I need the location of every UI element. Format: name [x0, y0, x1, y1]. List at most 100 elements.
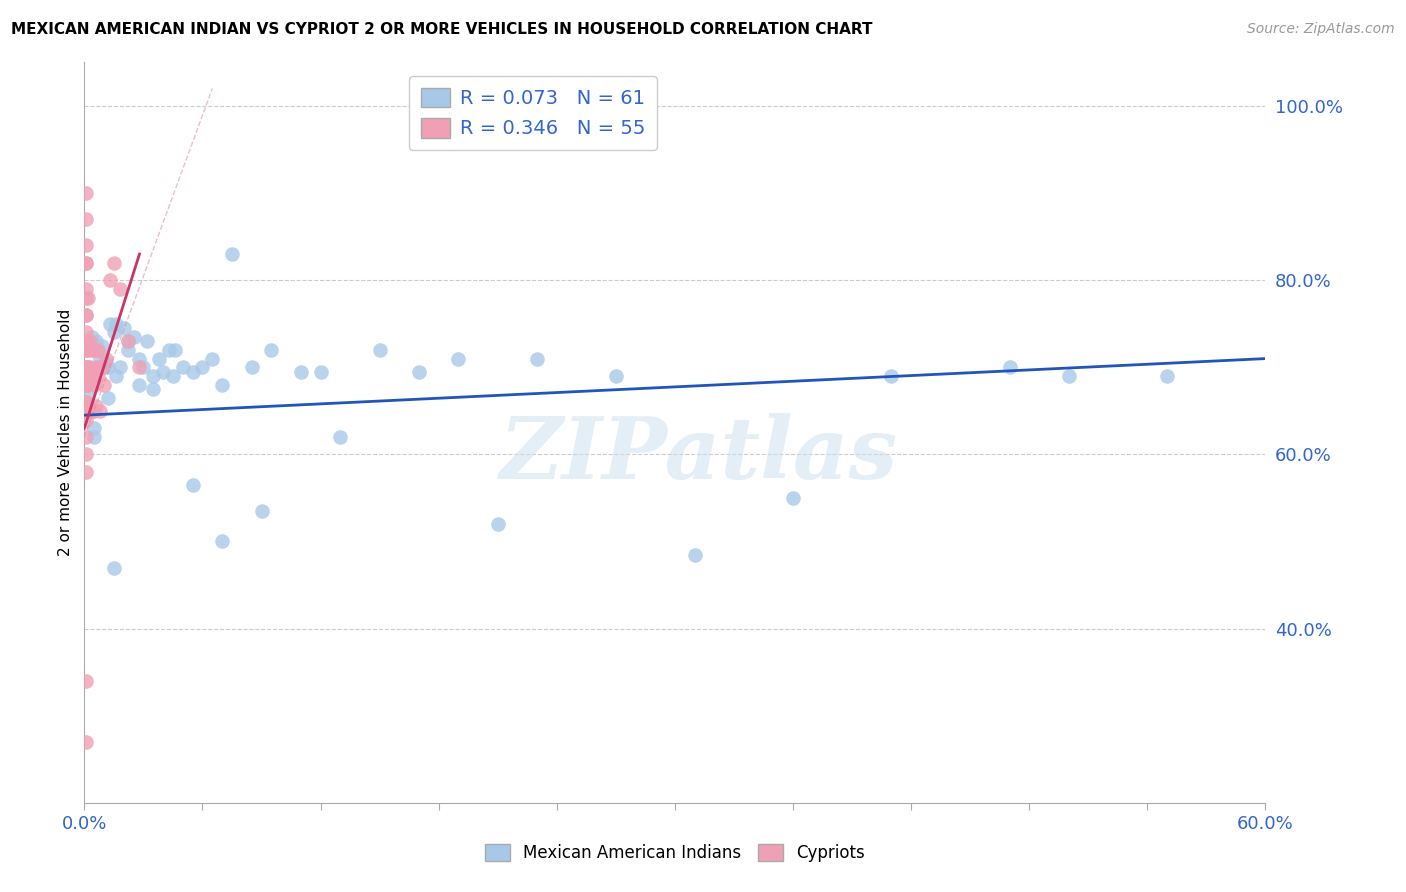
- Point: [75, 377, 97, 392]
- Point: [108, 282, 131, 296]
- Point: [128, 377, 150, 392]
- Point: [75, 447, 97, 461]
- Point: [75, 291, 97, 305]
- Point: [201, 351, 224, 366]
- Point: [75, 256, 97, 270]
- Point: [75, 430, 97, 444]
- Point: [98, 273, 121, 287]
- Point: [309, 365, 332, 379]
- Point: [75, 395, 97, 409]
- Point: [163, 343, 186, 357]
- Point: [98, 317, 121, 331]
- Point: [117, 343, 139, 357]
- Text: ZIPatlas: ZIPatlas: [499, 413, 897, 497]
- Point: [77, 404, 100, 418]
- Point: [77, 388, 100, 402]
- Point: [191, 360, 214, 375]
- Point: [117, 334, 139, 348]
- Point: [128, 360, 150, 375]
- Point: [486, 517, 509, 532]
- Point: [93, 377, 115, 392]
- Point: [152, 365, 174, 379]
- Point: [75, 186, 97, 200]
- Point: [181, 478, 204, 492]
- Point: [75, 282, 97, 296]
- Point: [83, 404, 105, 418]
- Point: [77, 343, 100, 357]
- Point: [91, 360, 114, 375]
- Legend: Mexican American Indians, Cypriots: Mexican American Indians, Cypriots: [478, 837, 872, 869]
- Point: [77, 291, 100, 305]
- Point: [84, 400, 107, 414]
- Point: [83, 421, 105, 435]
- Point: [103, 560, 125, 574]
- Point: [782, 491, 804, 505]
- Point: [84, 360, 107, 375]
- Point: [75, 735, 97, 749]
- Y-axis label: 2 or more Vehicles in Household: 2 or more Vehicles in Household: [58, 309, 73, 557]
- Point: [250, 504, 273, 518]
- Point: [880, 369, 903, 384]
- Point: [83, 343, 105, 357]
- Point: [75, 412, 97, 426]
- Point: [75, 395, 97, 409]
- Point: [157, 343, 180, 357]
- Point: [82, 330, 104, 344]
- Point: [998, 360, 1021, 375]
- Point: [447, 351, 470, 366]
- Point: [75, 308, 97, 322]
- Point: [132, 360, 155, 375]
- Point: [1057, 369, 1080, 384]
- Point: [122, 330, 145, 344]
- Point: [211, 377, 233, 392]
- Point: [181, 365, 204, 379]
- Point: [75, 404, 97, 418]
- Point: [75, 212, 97, 227]
- Point: [128, 351, 150, 366]
- Point: [77, 377, 100, 392]
- Point: [260, 343, 283, 357]
- Point: [75, 377, 97, 392]
- Text: MEXICAN AMERICAN INDIAN VS CYPRIOT 2 OR MORE VEHICLES IN HOUSEHOLD CORRELATION C: MEXICAN AMERICAN INDIAN VS CYPRIOT 2 OR …: [11, 22, 873, 37]
- Point: [148, 351, 170, 366]
- Point: [75, 465, 97, 479]
- Point: [290, 365, 312, 379]
- Point: [103, 326, 125, 340]
- Point: [142, 382, 165, 396]
- Point: [408, 365, 430, 379]
- Point: [75, 343, 97, 357]
- Point: [1156, 369, 1178, 384]
- Point: [89, 351, 111, 366]
- Point: [75, 334, 97, 348]
- Point: [91, 338, 114, 352]
- Point: [79, 360, 101, 375]
- Point: [104, 369, 127, 384]
- Point: [89, 404, 111, 418]
- Point: [75, 326, 97, 340]
- Point: [75, 308, 97, 322]
- Point: [79, 369, 101, 384]
- Point: [75, 343, 97, 357]
- Text: Source: ZipAtlas.com: Source: ZipAtlas.com: [1247, 22, 1395, 37]
- Point: [117, 334, 139, 348]
- Point: [94, 356, 117, 370]
- Point: [75, 360, 97, 375]
- Point: [75, 238, 97, 252]
- Point: [108, 360, 131, 375]
- Point: [329, 430, 352, 444]
- Point: [79, 334, 101, 348]
- Point: [77, 360, 100, 375]
- Point: [79, 404, 101, 418]
- Point: [240, 360, 263, 375]
- Point: [162, 369, 184, 384]
- Point: [82, 343, 104, 357]
- Point: [526, 351, 548, 366]
- Point: [103, 256, 125, 270]
- Point: [75, 369, 97, 384]
- Point: [104, 317, 127, 331]
- Point: [82, 404, 104, 418]
- Point: [75, 673, 97, 688]
- Point: [97, 360, 120, 375]
- Point: [87, 369, 110, 384]
- Point: [221, 247, 243, 261]
